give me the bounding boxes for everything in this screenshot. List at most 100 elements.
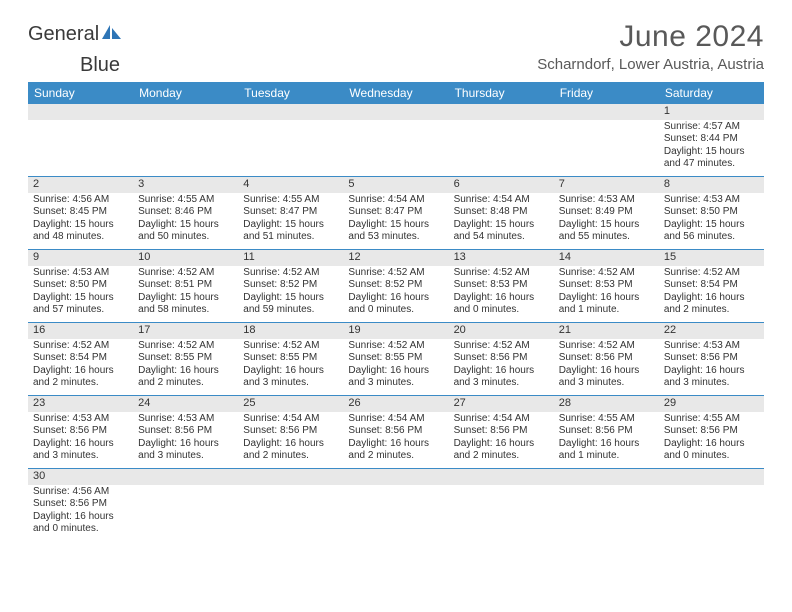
- day-cell: 2Sunrise: 4:56 AMSunset: 8:45 PMDaylight…: [28, 177, 133, 249]
- day-body: Sunrise: 4:54 AMSunset: 8:47 PMDaylight:…: [343, 193, 448, 247]
- day-info-line: and 0 minutes.: [454, 304, 549, 317]
- day-number: 6: [449, 177, 554, 193]
- day-number: 16: [28, 323, 133, 339]
- day-info-line: Sunset: 8:56 PM: [454, 352, 549, 365]
- day-number: 17: [133, 323, 238, 339]
- day-number: 22: [659, 323, 764, 339]
- day-info-line: Sunset: 8:53 PM: [559, 279, 654, 292]
- day-info-line: and 2 minutes.: [348, 450, 443, 463]
- day-info-line: Sunrise: 4:52 AM: [559, 340, 654, 353]
- day-info-line: Sunset: 8:46 PM: [138, 206, 233, 219]
- day-info-line: and 3 minutes.: [243, 377, 338, 390]
- day-info-line: Sunset: 8:56 PM: [138, 425, 233, 438]
- day-info-line: and 56 minutes.: [664, 231, 759, 244]
- day-info-line: Daylight: 16 hours: [454, 292, 549, 305]
- empty-day-head: [28, 104, 133, 120]
- day-body: Sunrise: 4:56 AMSunset: 8:45 PMDaylight:…: [28, 193, 133, 247]
- day-info-line: Sunrise: 4:55 AM: [664, 413, 759, 426]
- day-number: 15: [659, 250, 764, 266]
- day-info-line: Sunrise: 4:53 AM: [33, 267, 128, 280]
- empty-day-head: [449, 104, 554, 120]
- week-row: 23Sunrise: 4:53 AMSunset: 8:56 PMDayligh…: [28, 396, 764, 469]
- day-info-line: Sunrise: 4:52 AM: [348, 267, 443, 280]
- day-info-line: Sunset: 8:56 PM: [33, 425, 128, 438]
- day-info-line: Sunrise: 4:52 AM: [243, 267, 338, 280]
- day-cell: [343, 469, 448, 541]
- day-info-line: Sunset: 8:56 PM: [664, 352, 759, 365]
- day-number: 9: [28, 250, 133, 266]
- empty-day-head: [554, 104, 659, 120]
- empty-day-head: [343, 104, 448, 120]
- day-body: Sunrise: 4:52 AMSunset: 8:56 PMDaylight:…: [449, 339, 554, 393]
- day-info-line: and 2 minutes.: [664, 304, 759, 317]
- day-cell: 18Sunrise: 4:52 AMSunset: 8:55 PMDayligh…: [238, 323, 343, 395]
- day-number: 28: [554, 396, 659, 412]
- day-number: 24: [133, 396, 238, 412]
- day-body: Sunrise: 4:53 AMSunset: 8:56 PMDaylight:…: [659, 339, 764, 393]
- weekday-header-row: SundayMondayTuesdayWednesdayThursdayFrid…: [28, 82, 764, 104]
- day-info-line: Sunrise: 4:52 AM: [348, 340, 443, 353]
- day-info-line: Sunset: 8:56 PM: [348, 425, 443, 438]
- day-info-line: Daylight: 16 hours: [138, 365, 233, 378]
- day-info-line: Sunrise: 4:52 AM: [664, 267, 759, 280]
- day-info-line: Sunrise: 4:55 AM: [243, 194, 338, 207]
- day-info-line: Sunrise: 4:52 AM: [454, 340, 549, 353]
- day-info-line: Daylight: 16 hours: [33, 438, 128, 451]
- day-info-line: and 3 minutes.: [559, 377, 654, 390]
- empty-day-head: [343, 469, 448, 485]
- day-cell: [554, 104, 659, 176]
- day-number: 18: [238, 323, 343, 339]
- day-info-line: Sunset: 8:56 PM: [454, 425, 549, 438]
- empty-day-head: [554, 469, 659, 485]
- day-cell: 14Sunrise: 4:52 AMSunset: 8:53 PMDayligh…: [554, 250, 659, 322]
- day-body: Sunrise: 4:52 AMSunset: 8:56 PMDaylight:…: [554, 339, 659, 393]
- day-number: 10: [133, 250, 238, 266]
- week-row: 1Sunrise: 4:57 AMSunset: 8:44 PMDaylight…: [28, 104, 764, 177]
- day-number: 1: [659, 104, 764, 120]
- day-info-line: Sunrise: 4:54 AM: [348, 413, 443, 426]
- day-info-line: Sunset: 8:55 PM: [243, 352, 338, 365]
- week-row: 2Sunrise: 4:56 AMSunset: 8:45 PMDaylight…: [28, 177, 764, 250]
- day-cell: [554, 469, 659, 541]
- day-cell: 29Sunrise: 4:55 AMSunset: 8:56 PMDayligh…: [659, 396, 764, 468]
- week-row: 16Sunrise: 4:52 AMSunset: 8:54 PMDayligh…: [28, 323, 764, 396]
- day-body: Sunrise: 4:55 AMSunset: 8:47 PMDaylight:…: [238, 193, 343, 247]
- day-info-line: Sunrise: 4:52 AM: [138, 340, 233, 353]
- day-info-line: Daylight: 16 hours: [348, 438, 443, 451]
- day-body: Sunrise: 4:55 AMSunset: 8:56 PMDaylight:…: [554, 412, 659, 466]
- day-info-line: Daylight: 15 hours: [33, 292, 128, 305]
- day-info-line: and 50 minutes.: [138, 231, 233, 244]
- day-cell: 28Sunrise: 4:55 AMSunset: 8:56 PMDayligh…: [554, 396, 659, 468]
- day-body: Sunrise: 4:54 AMSunset: 8:48 PMDaylight:…: [449, 193, 554, 247]
- day-info-line: Daylight: 16 hours: [559, 292, 654, 305]
- day-info-line: Sunset: 8:44 PM: [664, 133, 759, 146]
- day-info-line: and 2 minutes.: [33, 377, 128, 390]
- title-block: June 2024 Scharndorf, Lower Austria, Aus…: [537, 20, 764, 73]
- day-body: Sunrise: 4:52 AMSunset: 8:55 PMDaylight:…: [343, 339, 448, 393]
- day-info-line: Sunrise: 4:56 AM: [33, 486, 128, 499]
- day-info-line: Sunrise: 4:52 AM: [138, 267, 233, 280]
- day-cell: [133, 104, 238, 176]
- day-info-line: Sunrise: 4:55 AM: [138, 194, 233, 207]
- day-info-line: Daylight: 16 hours: [33, 511, 128, 524]
- day-cell: 24Sunrise: 4:53 AMSunset: 8:56 PMDayligh…: [133, 396, 238, 468]
- day-info-line: and 51 minutes.: [243, 231, 338, 244]
- day-info-line: Sunset: 8:56 PM: [664, 425, 759, 438]
- day-body: Sunrise: 4:54 AMSunset: 8:56 PMDaylight:…: [238, 412, 343, 466]
- day-info-line: Sunrise: 4:53 AM: [559, 194, 654, 207]
- day-info-line: and 0 minutes.: [33, 523, 128, 536]
- day-info-line: Sunset: 8:50 PM: [664, 206, 759, 219]
- day-info-line: Sunrise: 4:56 AM: [33, 194, 128, 207]
- day-cell: 17Sunrise: 4:52 AMSunset: 8:55 PMDayligh…: [133, 323, 238, 395]
- day-cell: 12Sunrise: 4:52 AMSunset: 8:52 PMDayligh…: [343, 250, 448, 322]
- day-body: Sunrise: 4:52 AMSunset: 8:52 PMDaylight:…: [343, 266, 448, 320]
- weekday-header-cell: Saturday: [659, 82, 764, 104]
- day-info-line: Daylight: 15 hours: [454, 219, 549, 232]
- day-cell: 6Sunrise: 4:54 AMSunset: 8:48 PMDaylight…: [449, 177, 554, 249]
- day-info-line: Daylight: 15 hours: [559, 219, 654, 232]
- day-body: Sunrise: 4:53 AMSunset: 8:50 PMDaylight:…: [28, 266, 133, 320]
- day-number: 4: [238, 177, 343, 193]
- day-info-line: and 57 minutes.: [33, 304, 128, 317]
- day-body: Sunrise: 4:52 AMSunset: 8:51 PMDaylight:…: [133, 266, 238, 320]
- day-info-line: and 3 minutes.: [664, 377, 759, 390]
